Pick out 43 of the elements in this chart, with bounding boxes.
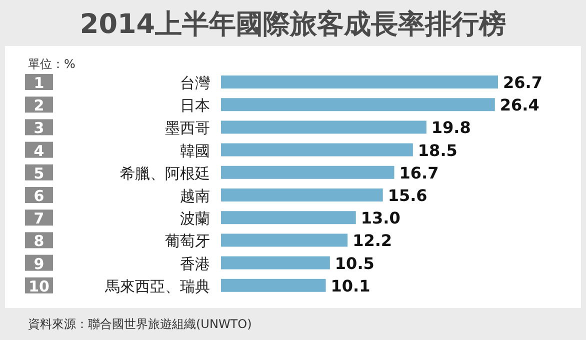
text: 4 xyxy=(34,142,44,160)
bar xyxy=(221,188,383,202)
data-label: 13.0 xyxy=(360,208,400,228)
y-tick-label: 韓國 xyxy=(180,142,210,160)
text: 2 xyxy=(34,96,44,115)
y-tick-label: 波蘭 xyxy=(180,210,210,228)
data-label: 15.6 xyxy=(388,186,428,205)
data-label: 19.8 xyxy=(431,118,471,138)
bar xyxy=(221,256,330,270)
data-label: 10.5 xyxy=(334,254,374,273)
y-tick-label: 馬來西亞、瑞典 xyxy=(104,277,210,296)
y-tick-label: 香港 xyxy=(180,254,210,273)
text: 9 xyxy=(34,254,44,273)
bar xyxy=(221,76,498,88)
text: 5 xyxy=(34,164,44,182)
text: 3 xyxy=(34,119,44,138)
y-tick-label: 葡萄牙 xyxy=(165,232,210,250)
bar xyxy=(221,98,495,112)
text: 6 xyxy=(34,187,44,205)
text: 10 xyxy=(28,277,50,296)
bar xyxy=(221,278,326,292)
bar xyxy=(221,234,348,247)
y-tick-label: 台灣 xyxy=(180,74,210,92)
bar xyxy=(221,166,394,179)
y-tick-label: 越南 xyxy=(180,187,210,205)
data-label: 18.5 xyxy=(418,140,458,160)
data-label: 16.7 xyxy=(399,163,439,182)
bar xyxy=(221,143,413,156)
y-tick-label: 日本 xyxy=(180,96,210,115)
bar xyxy=(221,120,426,134)
data-label: 12.2 xyxy=(352,231,392,250)
data-label: 10.1 xyxy=(330,276,370,296)
chart-title: 2014上半年國際旅客成長率排行榜 xyxy=(80,9,506,40)
data-label: 26.4 xyxy=(500,96,540,115)
text: 7 xyxy=(34,210,44,228)
text: 8 xyxy=(34,232,44,250)
bar xyxy=(221,211,356,224)
source-note: 資料來源：聯合國世界旅遊組織(UNWTO) xyxy=(28,317,252,331)
data-label: 26.7 xyxy=(503,73,542,92)
text: 單位：% xyxy=(28,57,76,71)
y-tick-label: 墨西哥 xyxy=(165,119,210,138)
y-tick-label: 希臘、阿根廷 xyxy=(120,164,210,182)
text: 1 xyxy=(34,74,44,92)
